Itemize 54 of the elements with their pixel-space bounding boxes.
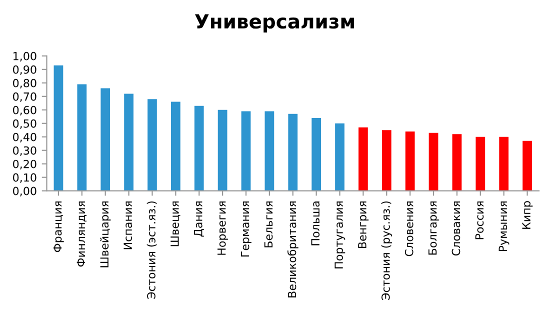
x-tick-label: Румыния [498, 201, 510, 252]
bar [335, 123, 344, 191]
y-tick-label: 0,60 [13, 106, 36, 116]
x-tick-label: Словакия [452, 201, 460, 256]
x-tick-label: Финляндия [76, 201, 87, 267]
x-tick-label: Словения [404, 201, 414, 256]
y-tick-label: 0,30 [13, 146, 36, 156]
x-tick-label: Германия [240, 201, 252, 256]
bar [382, 130, 392, 191]
bar [241, 111, 251, 191]
x-tick-label: Дания [194, 201, 204, 237]
y-tick-label: 1,00 [14, 52, 36, 62]
bar [476, 136, 486, 191]
bar [194, 106, 204, 191]
bar [288, 114, 298, 191]
x-tick-label: Швеция [170, 201, 180, 246]
x-tick-label: Эстония (рус.яз.) [381, 201, 392, 300]
y-tick-label: 0,90 [13, 65, 36, 75]
x-tick-label: Великобритания [287, 201, 298, 298]
y-tick-label: 0,00 [13, 186, 36, 196]
bar [405, 131, 415, 191]
bar [77, 84, 87, 191]
bar [312, 118, 322, 191]
x-tick-label: Эстония (эст.яз.) [146, 201, 157, 299]
chart-title: Универсализм [194, 14, 354, 32]
x-tick-label: Швейцария [100, 201, 111, 268]
x-tick-label: Бельгия [264, 201, 273, 248]
bar [428, 132, 438, 191]
y-tick-label: 0,20 [13, 160, 36, 170]
x-tick-label: Испания [124, 201, 132, 250]
bar [54, 65, 64, 191]
x-tick-label: Россия [475, 201, 484, 240]
bar [148, 99, 157, 191]
y-tick-label: 0,40 [13, 132, 36, 142]
bar [124, 94, 134, 191]
y-tick-label: 0,80 [13, 78, 36, 88]
y-tick-label: 0,70 [13, 92, 36, 102]
x-tick-label: Польша [311, 202, 320, 246]
x-tick-label: Португалия [334, 201, 346, 268]
bar [170, 102, 180, 191]
bar [264, 111, 274, 191]
bar [218, 110, 228, 191]
bar [100, 88, 110, 191]
bar [358, 127, 368, 191]
x-tick-label: Норвегия [218, 201, 228, 255]
x-tick-label: Кипр [522, 201, 533, 229]
x-tick-label: Болгария [428, 201, 439, 255]
x-tick-label: Венгрия [358, 201, 369, 248]
y-tick-label: 0,50 [13, 119, 36, 129]
bar [522, 140, 532, 191]
x-tick-label: Франция [53, 201, 64, 252]
bar [452, 134, 462, 191]
bar [499, 136, 509, 191]
y-tick-label: 0,10 [13, 173, 36, 183]
